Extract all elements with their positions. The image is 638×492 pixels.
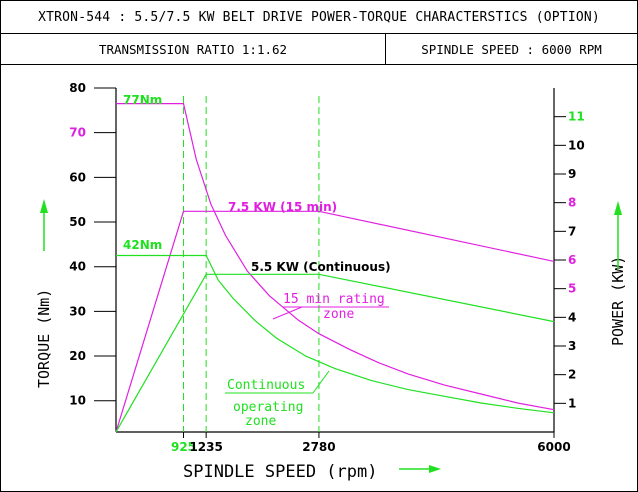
y-right-axis-arrow	[614, 201, 622, 269]
right-tick-label-10: 11	[568, 110, 585, 124]
zone-cont-line3: zone	[245, 414, 276, 429]
y-axis-left-label: TORQUE (Nm)	[35, 289, 53, 388]
y-left-axis-arrow	[40, 199, 48, 251]
x-axis-arrow	[399, 465, 441, 473]
left-tick-label-4: 50	[69, 215, 86, 229]
annotation-77nm: 77Nm	[123, 93, 162, 107]
x-tick-label-3: 6000	[537, 440, 570, 454]
zone-cont-leader	[312, 370, 330, 394]
zone-15min-line1: 15 min rating	[283, 292, 385, 307]
left-tick-label-6: 70	[69, 126, 86, 140]
series-line-3	[115, 273, 555, 433]
right-tick-label-5: 6	[568, 253, 576, 267]
zone-cont-line2: operating	[233, 400, 303, 415]
zone-15min-leader	[272, 306, 303, 320]
spec-row: TRANSMISSION RATIO 1:1.62 SPINDLE SPEED …	[1, 34, 637, 65]
transmission-ratio: TRANSMISSION RATIO 1:1.62	[1, 34, 386, 64]
left-tick-label-3: 40	[69, 260, 86, 274]
annotation-42nm: 42Nm	[123, 238, 162, 252]
x-tick-label-1: 1235	[189, 440, 222, 454]
spindle-speed: SPINDLE SPEED : 6000 RPM	[421, 41, 602, 57]
right-tick-label-2: 3	[568, 339, 576, 353]
chart-title: XTRON-544 : 5.5/7.5 KW BELT DRIVE POWER-…	[1, 1, 637, 34]
zone-15min-line2: zone	[323, 307, 354, 322]
left-tick-label-0: 10	[69, 394, 86, 408]
right-tick-label-7: 8	[568, 196, 576, 210]
left-tick-label-2: 30	[69, 304, 86, 318]
x-axis-label: SPINDLE SPEED (rpm)	[183, 462, 377, 482]
right-tick-label-0: 1	[568, 396, 576, 410]
series-line-0	[116, 102, 555, 411]
right-tick-label-3: 4	[568, 310, 576, 324]
x-tick-label-0: 925	[171, 440, 196, 454]
series-line-1	[115, 210, 555, 433]
left-tick-label-5: 60	[69, 170, 86, 184]
right-tick-label-9: 10	[568, 138, 585, 152]
right-tick-label-1: 2	[568, 368, 576, 382]
annotation-7-5kw: 7.5 KW (15 min)	[228, 200, 337, 214]
annotation-5-5kw: 5.5 KW (Continuous)	[251, 260, 391, 274]
x-tick-label-2: 2780	[302, 440, 335, 454]
zone-cont-line1: Continuous	[227, 378, 305, 393]
right-tick-label-6: 7	[568, 224, 576, 238]
left-tick-label-1: 20	[69, 349, 86, 363]
y-axis-right-label: POWER (KW)	[609, 256, 627, 346]
right-tick-label-8: 9	[568, 167, 576, 181]
left-tick-label-7: 80	[69, 81, 86, 95]
series-line-2	[116, 254, 555, 414]
right-tick-label-4: 5	[568, 282, 576, 296]
